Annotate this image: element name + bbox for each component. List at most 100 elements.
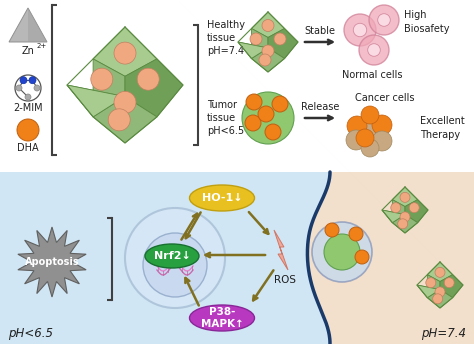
Polygon shape	[440, 275, 463, 298]
Circle shape	[378, 14, 390, 26]
Text: 2-MIM: 2-MIM	[13, 103, 43, 113]
Polygon shape	[308, 172, 474, 344]
Circle shape	[262, 20, 274, 32]
Polygon shape	[238, 29, 268, 58]
Circle shape	[20, 77, 27, 84]
Circle shape	[361, 106, 379, 124]
Circle shape	[325, 223, 339, 237]
Circle shape	[433, 294, 443, 304]
Circle shape	[355, 250, 369, 264]
Circle shape	[359, 122, 381, 144]
Text: P38-
MAPK↑: P38- MAPK↑	[201, 308, 243, 329]
Circle shape	[435, 287, 445, 297]
Polygon shape	[417, 285, 440, 298]
Circle shape	[17, 119, 39, 141]
Circle shape	[143, 233, 207, 297]
Polygon shape	[392, 215, 418, 233]
Circle shape	[312, 222, 372, 282]
Polygon shape	[428, 290, 453, 308]
Circle shape	[137, 68, 159, 90]
Text: Cancer cells: Cancer cells	[355, 93, 415, 103]
Circle shape	[272, 96, 288, 112]
Polygon shape	[392, 187, 418, 206]
Polygon shape	[382, 200, 405, 223]
Text: pH=7.4: pH=7.4	[421, 327, 466, 340]
Circle shape	[391, 203, 401, 213]
Text: Release: Release	[301, 102, 339, 112]
Circle shape	[347, 116, 367, 136]
Circle shape	[400, 212, 410, 222]
Circle shape	[25, 94, 31, 100]
Polygon shape	[28, 8, 47, 42]
Polygon shape	[268, 29, 298, 58]
Circle shape	[400, 192, 410, 202]
Polygon shape	[93, 97, 157, 143]
Polygon shape	[125, 59, 183, 117]
Ellipse shape	[145, 244, 199, 268]
Circle shape	[242, 92, 294, 144]
Circle shape	[15, 75, 41, 101]
Circle shape	[349, 227, 363, 241]
Circle shape	[346, 130, 366, 150]
Text: High
Biosafety: High Biosafety	[404, 10, 449, 34]
Polygon shape	[67, 85, 125, 117]
Circle shape	[324, 234, 360, 270]
Polygon shape	[9, 8, 47, 42]
Polygon shape	[382, 210, 405, 223]
Circle shape	[108, 109, 130, 131]
Circle shape	[353, 23, 367, 37]
Circle shape	[29, 77, 36, 84]
Circle shape	[368, 44, 380, 56]
Circle shape	[372, 131, 392, 151]
Circle shape	[372, 115, 392, 135]
Circle shape	[444, 278, 454, 288]
Text: Nrf2↓: Nrf2↓	[154, 251, 191, 261]
Text: Tumor
tissue
pH<6.5: Tumor tissue pH<6.5	[207, 100, 244, 136]
Circle shape	[91, 68, 113, 90]
Circle shape	[369, 5, 399, 35]
Circle shape	[246, 94, 262, 110]
Polygon shape	[18, 227, 86, 297]
Circle shape	[258, 106, 274, 122]
Text: Apoptosis: Apoptosis	[25, 257, 79, 267]
Circle shape	[359, 35, 389, 65]
Circle shape	[114, 92, 136, 114]
Text: Excellent
Therapy: Excellent Therapy	[420, 116, 465, 140]
Polygon shape	[252, 48, 284, 72]
Circle shape	[274, 33, 286, 45]
Circle shape	[16, 85, 22, 91]
Polygon shape	[274, 230, 288, 270]
Polygon shape	[405, 200, 428, 223]
Text: 2+: 2+	[37, 43, 47, 49]
Circle shape	[361, 139, 379, 157]
Circle shape	[262, 45, 274, 57]
Circle shape	[259, 54, 271, 66]
Bar	[0, 0, 474, 172]
Polygon shape	[238, 42, 268, 58]
Circle shape	[250, 33, 262, 45]
Circle shape	[435, 267, 445, 277]
Circle shape	[344, 14, 376, 46]
Polygon shape	[252, 12, 284, 37]
Text: Stable: Stable	[304, 26, 336, 36]
Circle shape	[409, 203, 419, 213]
Circle shape	[398, 219, 408, 229]
Circle shape	[125, 208, 225, 308]
Text: Healthy
tissue
pH=7.4: Healthy tissue pH=7.4	[207, 20, 245, 56]
Text: Normal cells: Normal cells	[342, 70, 402, 80]
Ellipse shape	[190, 185, 255, 211]
Text: DHA: DHA	[17, 143, 39, 153]
Text: Zn: Zn	[21, 46, 35, 56]
Text: ROS: ROS	[274, 275, 296, 285]
Ellipse shape	[190, 305, 255, 331]
Circle shape	[426, 278, 436, 288]
Circle shape	[265, 124, 281, 140]
Text: HO-1↓: HO-1↓	[202, 193, 242, 203]
Polygon shape	[428, 262, 453, 281]
Polygon shape	[67, 59, 125, 117]
Bar	[0, 172, 474, 344]
Circle shape	[245, 115, 261, 131]
Polygon shape	[93, 27, 157, 76]
Circle shape	[114, 42, 136, 64]
Circle shape	[34, 85, 40, 91]
